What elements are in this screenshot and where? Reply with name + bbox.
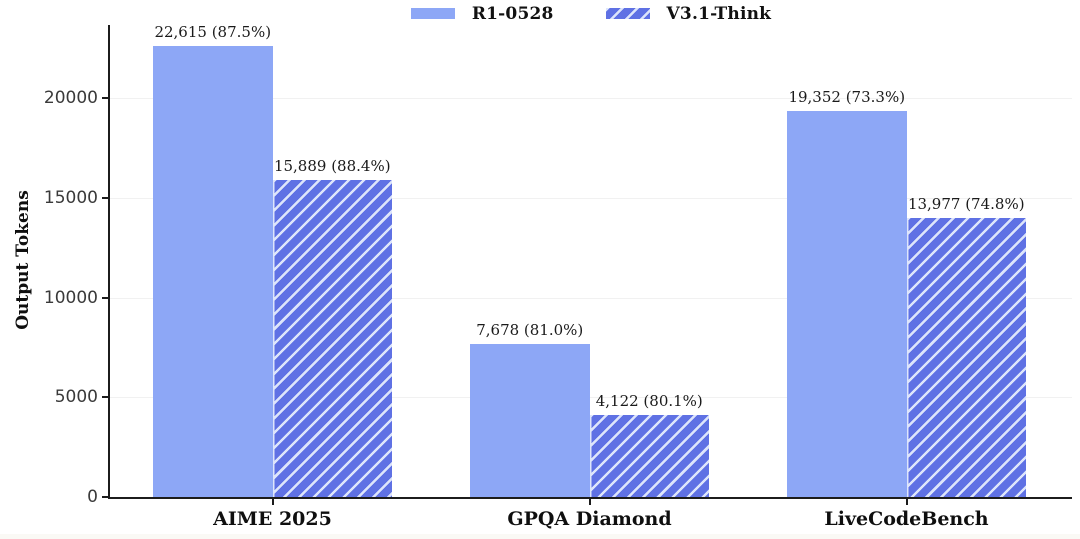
- legend-swatch-solid-icon: [410, 8, 455, 19]
- bar-value-label: 15,889 (88.4%): [273, 157, 391, 175]
- legend-label: V3.1-Think: [666, 3, 772, 24]
- bar-value-label: 4,122 (80.1%): [595, 391, 703, 410]
- x-tick: [271, 499, 274, 505]
- bar-value-label: 19,352 (73.3%): [788, 87, 906, 106]
- bar-v3-1-think-aime-2025: [272, 180, 392, 497]
- legend-item-v31-think: V3.1-Think: [605, 3, 772, 24]
- y-tick: [102, 196, 109, 199]
- x-category-label-aime-2025: AIME 2025: [213, 508, 332, 530]
- y-tick-label: 15000: [43, 187, 98, 208]
- gridline: [108, 98, 1072, 99]
- y-axis-title: Output Tokens: [13, 190, 33, 330]
- y-tick: [102, 97, 109, 99]
- gridline: [108, 197, 1072, 199]
- y-tick: [102, 496, 109, 498]
- y-tick: [102, 396, 109, 399]
- gridline: [108, 397, 1072, 399]
- legend-label: R1-0528: [471, 3, 554, 24]
- chart-legend: R1-0528 V3.1-Think: [110, 0, 1072, 27]
- gridline: [108, 297, 1072, 299]
- bar-r1-0528-aime-2025: [153, 45, 273, 497]
- legend-item-r1-0528: R1-0528: [410, 3, 554, 24]
- bar-r1-0528-livecodebench: [787, 110, 907, 497]
- y-tick: [102, 296, 109, 299]
- bar-v3-1-think-livecodebench: [906, 218, 1026, 497]
- y-axis-spine: [108, 25, 110, 499]
- x-category-label-livecodebench: LiveCodeBench: [824, 508, 989, 530]
- y-tick-label: 0: [87, 487, 98, 507]
- x-tick: [905, 499, 908, 505]
- x-tick: [588, 499, 591, 505]
- bar-r1-0528-gpqa-diamond: [470, 343, 590, 497]
- x-category-label-gpqa-diamond: GPQA Diamond: [507, 508, 672, 530]
- bottom-edge-strip: [0, 534, 1080, 539]
- bar-v3-1-think-gpqa-diamond: [589, 414, 709, 497]
- legend-swatch-hatched-icon: [605, 8, 650, 19]
- x-axis-spine: [108, 497, 1072, 499]
- y-tick-label: 20000: [43, 88, 98, 108]
- bar-value-label: 7,678 (81.0%): [476, 320, 584, 339]
- bar-value-label: 22,615 (87.5%): [154, 22, 272, 41]
- y-tick-label: 5000: [54, 387, 98, 408]
- bar-value-label: 13,977 (74.8%): [907, 195, 1025, 214]
- y-tick-label: 10000: [43, 287, 98, 308]
